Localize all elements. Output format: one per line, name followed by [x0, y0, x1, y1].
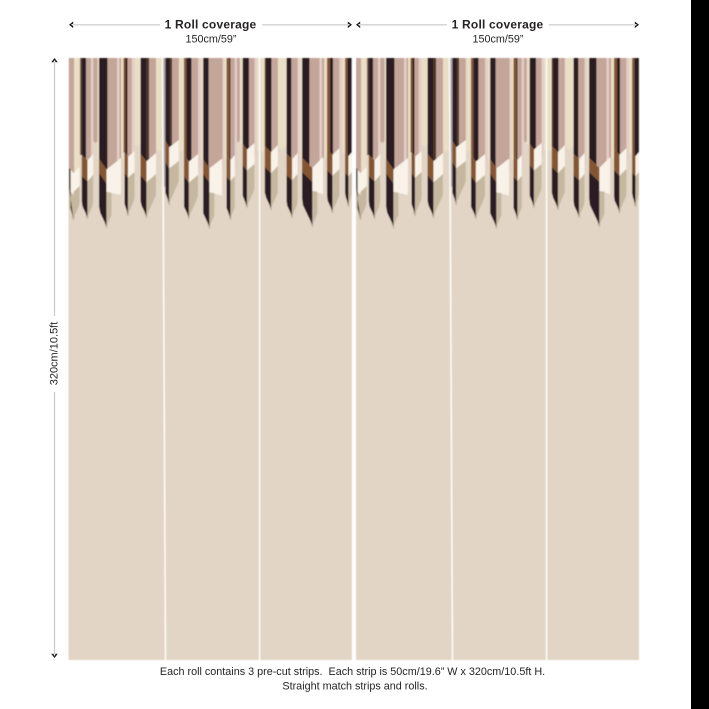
svg-text:150cm/59”: 150cm/59”	[472, 33, 523, 45]
svg-text:1 Roll coverage: 1 Roll coverage	[165, 18, 257, 32]
svg-text:Each roll contains 3 pre-cut s: Each roll contains 3 pre-cut strips. Eac…	[160, 666, 545, 678]
svg-text:1 Roll coverage: 1 Roll coverage	[452, 18, 544, 32]
svg-text:Straight match strips and roll: Straight match strips and rolls.	[282, 681, 427, 693]
svg-text:320cm/10.5ft: 320cm/10.5ft	[49, 322, 61, 386]
svg-text:150cm/59”: 150cm/59”	[185, 33, 236, 45]
